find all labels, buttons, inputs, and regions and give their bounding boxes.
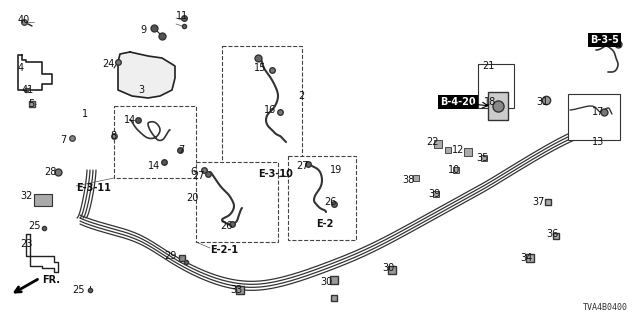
Text: 3: 3 [138,85,144,95]
Text: 4: 4 [18,63,24,73]
Text: 19: 19 [330,165,342,175]
Text: 26: 26 [324,197,337,207]
Text: 36: 36 [546,229,558,239]
Text: 35: 35 [476,153,488,163]
Text: 7: 7 [178,145,184,155]
Text: 9: 9 [140,25,146,35]
Text: E-3-10: E-3-10 [258,169,293,179]
Text: 7: 7 [60,135,67,145]
Text: E-2: E-2 [316,219,333,229]
Text: 21: 21 [482,61,494,71]
Text: 37: 37 [532,197,545,207]
Text: 39: 39 [428,189,440,199]
Bar [568,94,620,140]
Bar [222,46,302,176]
Text: 40: 40 [18,15,30,25]
Text: 23: 23 [20,239,33,249]
Text: 14: 14 [124,115,136,125]
Text: 22: 22 [426,137,438,147]
Text: E-2-1: E-2-1 [210,245,238,255]
Text: 20: 20 [186,193,198,203]
Text: 30: 30 [320,277,332,287]
Text: 34: 34 [520,253,532,263]
Text: 31: 31 [536,97,548,107]
Text: 15: 15 [254,63,266,73]
Text: 13: 13 [592,137,604,147]
Text: 25: 25 [72,285,84,295]
Bar [488,92,508,120]
Text: 8: 8 [110,131,116,141]
Text: 12: 12 [452,145,465,155]
Text: 5: 5 [28,99,35,109]
Bar [288,156,356,240]
Text: B-4-20: B-4-20 [440,97,476,107]
Text: 27: 27 [192,171,205,181]
Text: 26: 26 [220,221,232,231]
Text: 24: 24 [102,59,115,69]
Text: 6: 6 [190,167,196,177]
Text: 14: 14 [148,161,160,171]
Text: 2: 2 [298,91,304,101]
Bar [196,162,278,242]
Text: 30: 30 [382,263,394,273]
Polygon shape [118,52,175,98]
Bar [478,64,514,108]
Bar [34,194,52,206]
Text: 29: 29 [164,251,177,261]
Text: E-3-11: E-3-11 [76,183,111,193]
Text: 28: 28 [44,167,56,177]
Text: 10: 10 [448,165,460,175]
Text: 18: 18 [484,97,496,107]
Text: 16: 16 [264,105,276,115]
Text: 17: 17 [592,107,604,117]
Text: 38: 38 [402,175,414,185]
Text: B-3-5: B-3-5 [590,35,619,45]
Bar [114,106,196,178]
Text: 32: 32 [20,191,33,201]
Text: TVA4B0400: TVA4B0400 [583,303,628,312]
Text: 27: 27 [296,161,308,171]
Text: 25: 25 [28,221,40,231]
Text: FR.: FR. [42,275,60,285]
Text: 41: 41 [22,85,35,95]
Text: 1: 1 [82,109,88,119]
Text: 33: 33 [230,285,243,295]
Text: 11: 11 [176,11,188,21]
